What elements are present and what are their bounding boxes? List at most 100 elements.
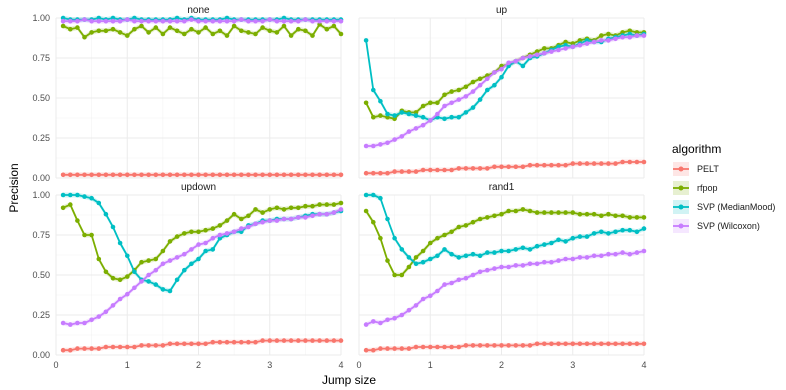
data-point [577,211,583,217]
data-point [392,113,397,118]
data-point [310,18,315,24]
data-point [485,87,490,93]
data-point [641,159,647,165]
data-point [442,103,447,109]
data-point [296,18,301,24]
data-point [485,343,490,348]
data-point [153,343,159,348]
data-point [217,235,223,241]
data-point [331,338,337,343]
data-point [331,23,337,29]
data-point [239,229,244,235]
data-point [399,272,405,278]
data-point [60,192,66,198]
data-point [620,159,625,165]
data-point [513,343,519,348]
data-point [153,172,159,178]
data-point [260,219,265,225]
data-point [303,215,308,220]
data-point [556,47,561,53]
x-tick-label: 4 [641,360,646,370]
series-svp-wilcoxon- [60,206,344,328]
legend-item: SVP (Wilcoxon) [673,219,760,233]
data-point [60,347,66,353]
data-point [599,253,604,259]
data-point [477,82,483,88]
data-point [613,161,618,166]
y-tick-label: 1.00 [32,190,50,200]
data-point [125,291,130,297]
data-point [274,205,280,211]
data-point [203,227,208,233]
panel-title: rand1 [489,182,515,193]
data-point [324,26,330,32]
data-point [253,221,258,227]
data-point [570,161,576,166]
data-point [556,210,561,215]
data-point [463,84,469,90]
legend-item: rfpop [673,181,718,195]
data-point [392,272,397,278]
data-point [456,87,462,93]
data-point [378,320,383,326]
data-point [420,122,426,128]
data-point [584,255,590,260]
data-point [599,213,604,219]
data-point [239,339,244,345]
data-point [435,253,440,259]
data-point [182,18,187,24]
data-point [385,216,390,222]
data-point [174,341,180,347]
data-point [224,15,230,21]
legend-label: rfpop [697,183,718,193]
data-point [310,33,315,38]
data-point [217,223,223,228]
data-point [132,344,137,350]
series-line [62,23,342,39]
data-point [68,26,73,32]
data-point [160,261,166,267]
data-point [331,172,337,178]
data-point [534,261,540,267]
data-point [231,211,237,217]
data-point [506,264,511,270]
data-point [303,17,308,22]
data-point [267,17,273,22]
data-point [331,202,337,207]
data-point [160,172,166,178]
data-point [634,33,640,38]
data-point [117,296,123,302]
data-point [584,41,590,46]
data-point [60,23,66,29]
data-point [534,49,540,54]
data-point [627,159,633,165]
data-point [527,208,533,214]
data-point [196,30,201,35]
data-point [224,339,230,345]
series-svp-medianmood- [363,192,647,267]
data-point [210,31,216,37]
data-point [196,18,201,24]
data-point [317,18,322,24]
data-point [167,25,173,30]
data-point [492,250,497,255]
data-point [281,18,287,24]
data-point [513,164,519,170]
data-point [634,30,640,35]
data-point [96,200,102,206]
data-point [463,223,469,228]
data-point [371,87,376,93]
data-point [203,341,208,347]
data-point [520,343,526,348]
data-point [456,277,462,283]
data-point [406,307,412,313]
data-point [96,28,102,34]
data-point [146,343,151,348]
series-svp-wilcoxon- [363,33,647,149]
data-point [492,164,497,170]
data-point [435,100,440,106]
data-point [378,195,383,201]
data-point [146,258,151,263]
data-point [160,18,166,24]
data-point [591,253,597,259]
